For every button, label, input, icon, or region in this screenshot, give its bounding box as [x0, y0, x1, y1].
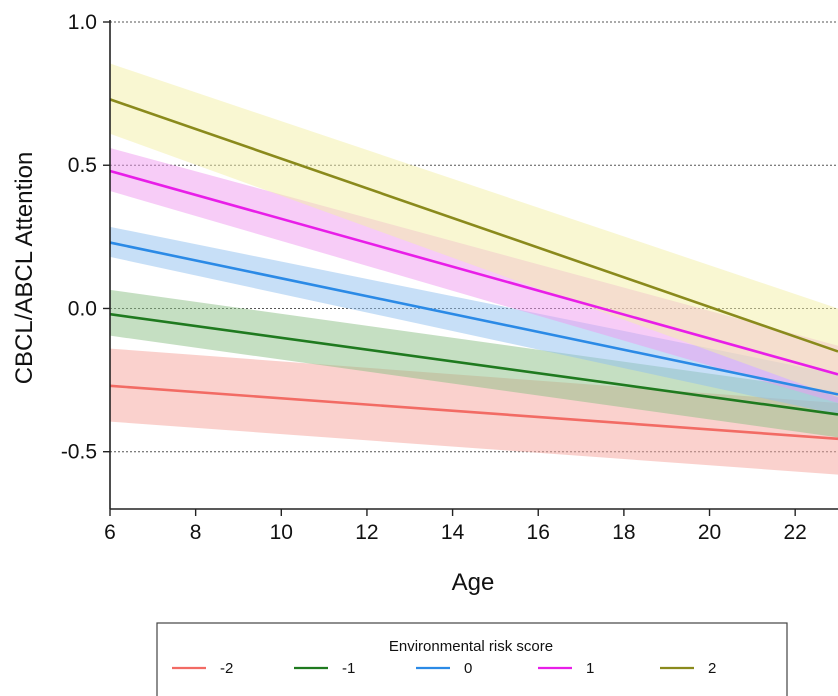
series-line-1: [109, 169, 838, 376]
confidence-band-2: [110, 63, 838, 398]
legend-items: -2 -1 0 1 2: [172, 660, 716, 677]
x-axis-title: Age: [452, 569, 495, 596]
legend-label--2: -2: [220, 660, 233, 677]
series-line-2: [109, 98, 838, 353]
y-tick-label: 0.5: [68, 154, 97, 177]
legend-label-2: 2: [708, 660, 716, 677]
legend-title: Environmental risk score: [389, 638, 553, 655]
x-tick-label: 14: [441, 521, 465, 544]
x-tick-label: 16: [527, 521, 550, 544]
series-line-0: [109, 241, 838, 396]
y-tick-label: 1.0: [68, 11, 97, 34]
y-axis-title: CBCL/ABCL Attention: [11, 152, 38, 385]
confidence-band-0: [110, 226, 838, 415]
x-tick-label: 10: [270, 521, 293, 544]
y-tick-label: -0.5: [61, 441, 97, 464]
x-tick-label: 22: [783, 521, 806, 544]
legend-label-0: 0: [464, 660, 472, 677]
series-line--1: [109, 312, 838, 416]
x-tick-label: 12: [355, 521, 378, 544]
confidence-bands: [110, 63, 838, 475]
legend-box: [156, 622, 788, 696]
legend-label--1: -1: [342, 660, 355, 677]
y-tick-label: 0.0: [68, 297, 97, 320]
series-lines: [109, 98, 838, 441]
legend-label-1: 1: [586, 660, 594, 677]
x-tick-label: 20: [698, 521, 721, 544]
axes: 6 8 10 12 14 16 18 20 22 1.0 0.5 0.0 -0.5: [61, 11, 838, 544]
series-line--2: [109, 384, 838, 441]
confidence-band-1: [110, 148, 838, 404]
x-tick-label: 18: [612, 521, 635, 544]
legend: Environmental risk score -2 -1 0 1 2: [156, 622, 788, 696]
x-tick-label: 8: [190, 521, 202, 544]
x-tick-label: 6: [104, 521, 116, 544]
